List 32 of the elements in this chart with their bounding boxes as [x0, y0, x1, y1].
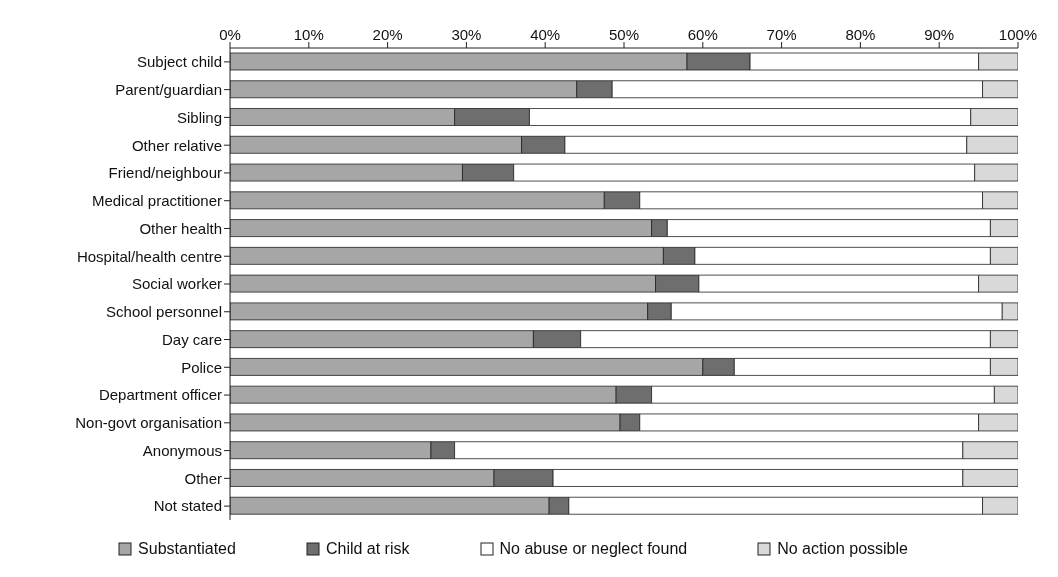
y-tick-label: Department officer	[98, 386, 222, 404]
y-tick-label: Non-govt organisation	[75, 414, 222, 432]
x-tick-label: 10%	[293, 26, 324, 43]
x-tick-label: 0%	[219, 26, 241, 43]
x-tick-label: 40%	[530, 26, 561, 43]
y-tick-label: Police	[181, 358, 222, 376]
legend-label: Substantiated	[138, 540, 236, 558]
legend-label: No abuse or neglect found	[499, 540, 688, 558]
legend-label: No action possible	[777, 540, 908, 558]
y-tick-label: Not stated	[153, 497, 222, 515]
y-tick-label: Subject child	[136, 53, 222, 71]
y-tick-label: Medical practitioner	[91, 192, 222, 210]
y-tick-label: Other	[184, 469, 222, 487]
y-tick-label: Other health	[139, 219, 222, 237]
x-tick-label: 50%	[608, 26, 640, 43]
y-tick-label: Other relative	[131, 136, 222, 154]
y-tick-label: Hospital/health centre	[76, 247, 222, 265]
x-tick-label: 100%	[998, 26, 1038, 43]
y-tick-label: Parent/guardian	[115, 80, 222, 98]
x-tick-label: 80%	[845, 26, 876, 43]
y-tick-label: Anonymous	[142, 441, 222, 459]
y-tick-label: School personnel	[106, 303, 222, 321]
legend-label: Child at risk	[325, 540, 410, 558]
y-tick-label: Social worker	[131, 275, 222, 293]
y-tick-label: Sibling	[176, 108, 222, 126]
x-tick-label: 20%	[372, 26, 403, 43]
x-tick-label: 30%	[451, 26, 482, 43]
x-tick-label: 60%	[687, 26, 718, 43]
y-tick-label: Friend/neighbour	[108, 164, 222, 182]
x-tick-label: 70%	[766, 26, 797, 43]
x-tick-label: 90%	[924, 26, 955, 43]
y-tick-label: Day care	[161, 330, 222, 348]
